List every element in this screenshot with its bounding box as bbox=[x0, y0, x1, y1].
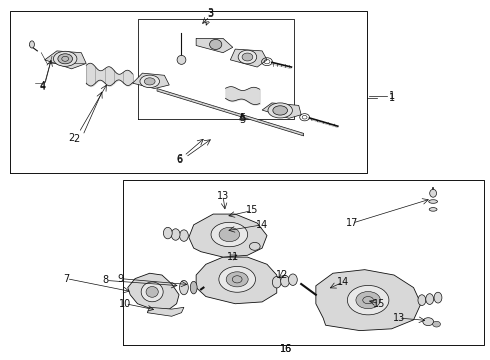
Polygon shape bbox=[189, 214, 267, 257]
Ellipse shape bbox=[434, 292, 442, 303]
Text: 11: 11 bbox=[227, 252, 239, 262]
Text: 2: 2 bbox=[69, 133, 74, 143]
Polygon shape bbox=[45, 51, 86, 69]
Ellipse shape bbox=[347, 285, 389, 315]
Ellipse shape bbox=[179, 230, 188, 241]
Polygon shape bbox=[230, 49, 267, 67]
Polygon shape bbox=[133, 73, 169, 89]
Ellipse shape bbox=[423, 318, 434, 325]
Text: 5: 5 bbox=[240, 115, 245, 125]
Ellipse shape bbox=[53, 51, 77, 66]
Text: 14: 14 bbox=[337, 277, 349, 287]
Text: 5: 5 bbox=[240, 113, 245, 123]
Ellipse shape bbox=[273, 106, 288, 115]
Text: 6: 6 bbox=[176, 155, 182, 165]
Text: 3: 3 bbox=[206, 8, 214, 25]
Text: 15: 15 bbox=[246, 206, 259, 216]
Polygon shape bbox=[157, 89, 304, 136]
Text: 1: 1 bbox=[389, 91, 394, 101]
Ellipse shape bbox=[289, 274, 297, 285]
Text: 3: 3 bbox=[208, 9, 214, 19]
Polygon shape bbox=[196, 39, 233, 53]
Ellipse shape bbox=[177, 55, 186, 64]
Text: 13: 13 bbox=[393, 313, 405, 323]
Text: 17: 17 bbox=[346, 218, 359, 228]
Text: 13: 13 bbox=[217, 191, 229, 201]
Ellipse shape bbox=[58, 54, 73, 64]
Ellipse shape bbox=[226, 272, 248, 287]
Ellipse shape bbox=[429, 208, 437, 211]
Ellipse shape bbox=[272, 276, 281, 288]
Polygon shape bbox=[147, 307, 184, 316]
Ellipse shape bbox=[430, 189, 437, 197]
Ellipse shape bbox=[141, 282, 163, 302]
Text: 16: 16 bbox=[280, 343, 293, 354]
Ellipse shape bbox=[171, 229, 180, 240]
Ellipse shape bbox=[219, 266, 255, 292]
Ellipse shape bbox=[418, 295, 426, 306]
Polygon shape bbox=[316, 270, 421, 330]
Ellipse shape bbox=[190, 281, 197, 294]
Text: 2: 2 bbox=[74, 134, 79, 144]
Text: 4: 4 bbox=[39, 82, 45, 93]
Ellipse shape bbox=[268, 103, 293, 118]
Text: 10: 10 bbox=[119, 299, 131, 309]
Ellipse shape bbox=[146, 287, 158, 297]
Ellipse shape bbox=[433, 321, 441, 327]
Ellipse shape bbox=[281, 275, 290, 287]
Ellipse shape bbox=[29, 41, 34, 48]
Ellipse shape bbox=[426, 294, 434, 305]
Text: 14: 14 bbox=[256, 220, 268, 230]
Polygon shape bbox=[262, 103, 301, 118]
Text: 12: 12 bbox=[275, 270, 288, 280]
Text: 8: 8 bbox=[103, 275, 109, 285]
Ellipse shape bbox=[163, 227, 172, 239]
Ellipse shape bbox=[140, 75, 159, 87]
Text: 15: 15 bbox=[373, 299, 386, 309]
Polygon shape bbox=[128, 273, 179, 309]
Text: 16: 16 bbox=[280, 343, 293, 354]
Text: 6: 6 bbox=[176, 154, 182, 164]
Text: 7: 7 bbox=[64, 274, 70, 284]
Ellipse shape bbox=[429, 200, 438, 203]
Text: 4: 4 bbox=[39, 81, 45, 91]
Ellipse shape bbox=[238, 50, 257, 64]
Ellipse shape bbox=[211, 222, 247, 247]
Ellipse shape bbox=[249, 242, 260, 250]
Ellipse shape bbox=[145, 78, 155, 85]
Ellipse shape bbox=[210, 40, 222, 49]
Ellipse shape bbox=[242, 53, 253, 61]
Text: 1: 1 bbox=[389, 93, 394, 103]
Text: 9: 9 bbox=[117, 274, 123, 284]
Ellipse shape bbox=[356, 292, 380, 309]
Polygon shape bbox=[196, 257, 277, 304]
Ellipse shape bbox=[219, 227, 240, 242]
Ellipse shape bbox=[179, 280, 188, 295]
